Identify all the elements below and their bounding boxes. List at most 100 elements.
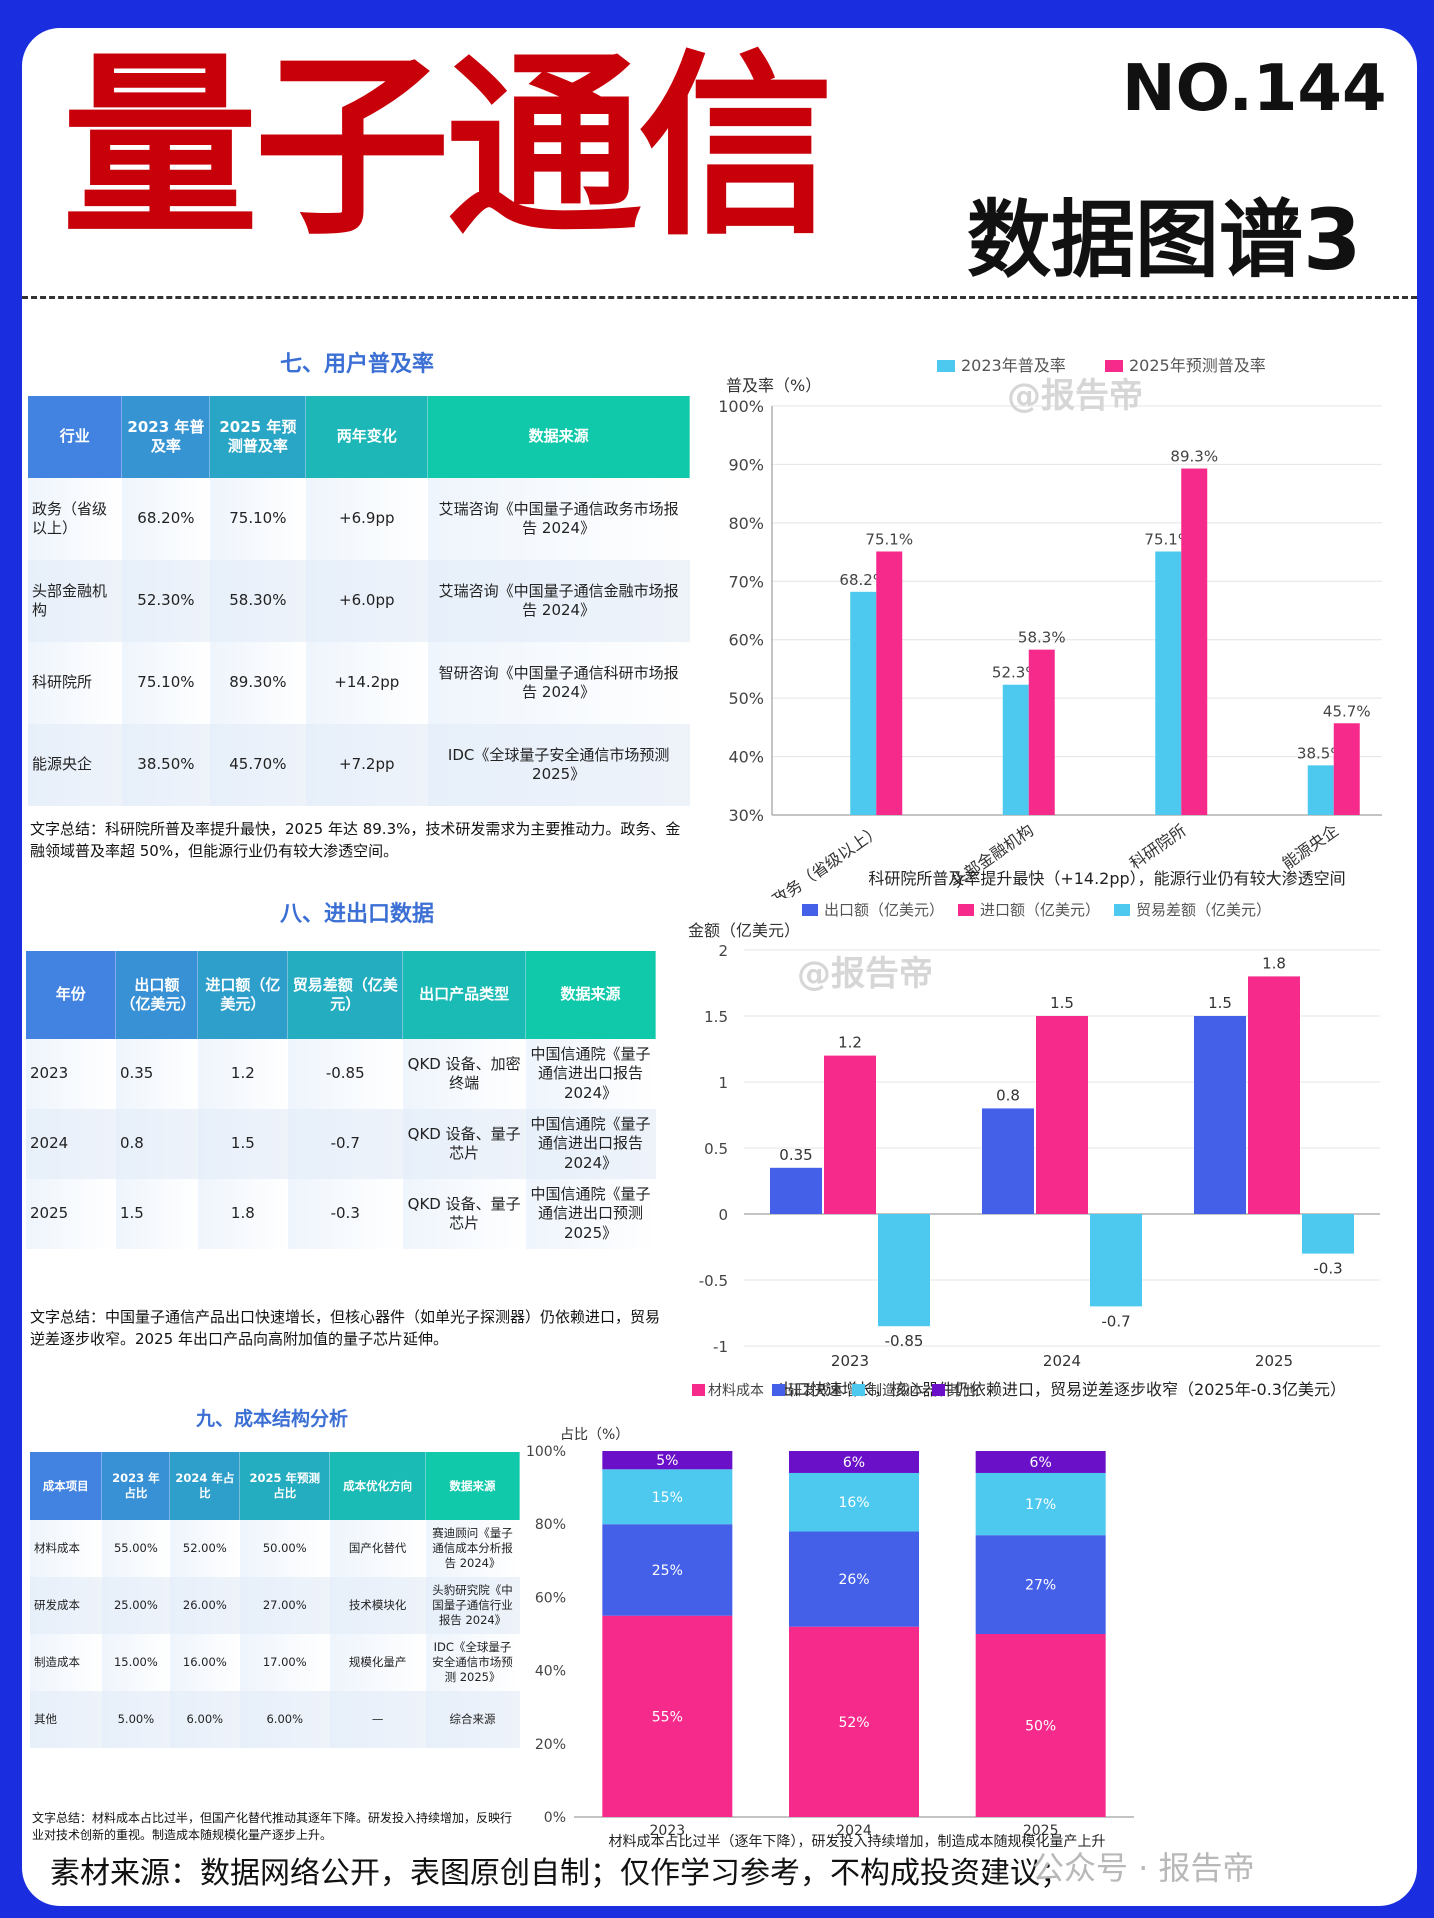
table-header-cell: 2023 年普及率 <box>121 396 211 478</box>
data-label: -0.85 <box>885 1332 924 1350</box>
table-header-cell: 年份 <box>26 951 117 1039</box>
table-cell: 5.00% <box>101 1691 170 1748</box>
table-cell: 27.00% <box>239 1577 330 1634</box>
legend-swatch <box>852 1384 865 1396</box>
y-tick-label: 2 <box>718 942 728 960</box>
table-cell: +7.2pp <box>305 724 428 806</box>
legend-swatch <box>802 904 818 916</box>
table-cell: 1.5 <box>115 1179 198 1249</box>
data-label: 75.1% <box>865 530 913 548</box>
data-label: 52.3% <box>992 664 1040 682</box>
table-cell: 能源央企 <box>28 724 122 806</box>
table-cell: QKD 设备、量子芯片 <box>402 1109 526 1179</box>
table-header-cell: 行业 <box>28 396 123 478</box>
table-cell: 6.00% <box>239 1691 330 1748</box>
data-label: 38.5% <box>1297 744 1345 762</box>
x-tick-label: 2025 <box>1255 1352 1293 1370</box>
table-header-cell: 2023 年占比 <box>101 1452 171 1520</box>
data-label: 17% <box>1025 1497 1056 1513</box>
legend-swatch <box>932 1384 945 1396</box>
table-cell: 规模化量产 <box>329 1634 426 1691</box>
table-cell: 25.00% <box>101 1577 170 1634</box>
table-cell: QKD 设备、量子芯片 <box>402 1179 526 1249</box>
table-header-cell: 数据来源 <box>425 1452 520 1520</box>
legend-label: 材料成本 <box>708 1383 764 1399</box>
trade-chart: 出口额（亿美元） 进口额（亿美元） 贸易差额（亿美元） 金额（亿美元） -1 -0.5 0 0… <box>688 901 1380 1398</box>
table-row: 科研院所 75.10% 89.30% +14.2pp 智研咨询《中国量子通信科研市场报告… <box>28 642 690 724</box>
table-cell: 研发成本 <box>30 1577 102 1634</box>
x-tick-label: 2023 <box>650 1823 686 1839</box>
stacked-bar-segment <box>789 1626 919 1817</box>
y-tick-label: -0.5 <box>699 1272 728 1290</box>
y-tick-label: 70% <box>728 572 764 591</box>
legend-label: 贸易差额（亿美元） <box>1136 901 1271 919</box>
table-cell: 1.5 <box>197 1109 288 1179</box>
table-cell: -0.3 <box>287 1179 403 1249</box>
data-label: 58.3% <box>1018 629 1066 647</box>
table-cell: 1.2 <box>197 1039 288 1109</box>
bar <box>876 551 903 815</box>
legend-label: 研发成本 <box>788 1383 844 1399</box>
data-label: 55% <box>652 1709 683 1725</box>
x-tick-label: 2025 <box>1023 1823 1059 1839</box>
stacked-bar-segment <box>975 1472 1106 1536</box>
legend-label: 出口额（亿美元） <box>824 901 944 919</box>
y-axis-label: 占比（%） <box>560 1427 629 1443</box>
table-row: 政务（省级以上） 68.20% 75.10% +6.9pp 艾瑞咨询《中国量子通信政务市… <box>28 478 690 560</box>
legend-swatch <box>1114 904 1130 916</box>
table-cell: 6.00% <box>169 1691 240 1748</box>
table-cell: -0.7 <box>287 1109 403 1179</box>
bar <box>1090 1214 1142 1307</box>
bar <box>1248 976 1300 1214</box>
bar <box>1194 1016 1246 1214</box>
x-tick-label: 能源央企 <box>1279 821 1342 873</box>
data-label: 52% <box>838 1715 869 1731</box>
table-cell: 17.00% <box>239 1634 330 1691</box>
cost-summary: 文字总结：材料成本占比过半，但国产化替代推动其逐年下降。研发投入持续增加，反映行… <box>32 1811 513 1843</box>
table-cell: 38.50% <box>121 724 210 806</box>
stacked-bar-segment <box>975 1535 1106 1634</box>
y-tick-label: 40% <box>535 1664 566 1680</box>
table-header-cell: 出口产品类型 <box>402 951 527 1039</box>
table-cell: +14.2pp <box>305 642 428 724</box>
stacked-bar-segment <box>789 1531 919 1627</box>
data-label: 25% <box>652 1563 683 1579</box>
stacked-bar-segment <box>602 1524 733 1616</box>
data-label: 89.3% <box>1170 448 1218 466</box>
y-tick-label: 0 <box>718 1206 728 1224</box>
data-label: 26% <box>838 1572 869 1588</box>
y-tick-label: -1 <box>713 1338 728 1356</box>
data-label: 1.5 <box>1050 994 1074 1012</box>
bar <box>1028 649 1055 815</box>
bar <box>878 1214 930 1327</box>
bar <box>770 1167 822 1214</box>
data-label: 50% <box>1025 1719 1056 1735</box>
table-cell: 2024 <box>26 1109 116 1179</box>
x-tick-label: 2023 <box>831 1352 869 1370</box>
sub-title: 数据图谱3 <box>967 191 1362 289</box>
table-header-cell: 进口额（亿美元） <box>197 951 289 1039</box>
table-header-cell: 出口额（亿美元） <box>115 951 199 1039</box>
bar <box>982 1108 1034 1214</box>
table-row: 制造成本 15.00% 16.00% 17.00% 规模化量产 IDC《全球量子安全通信市… <box>30 1634 520 1691</box>
y-tick-label: 100% <box>526 1444 566 1460</box>
table-cell: 16.00% <box>169 1634 240 1691</box>
table-cell: 89.30% <box>209 642 306 724</box>
table-cell: 75.10% <box>121 642 210 724</box>
footer-brand: 公众号 · 报告帝 <box>1032 1849 1255 1887</box>
trade-table: 年份 出口额（亿美元） 进口额（亿美元） 贸易差额（亿美元） 出口产品类型 数据来源 20… <box>26 951 656 1249</box>
table-cell: 头部金融机构 <box>28 560 122 642</box>
bar <box>1181 468 1208 815</box>
y-tick-label: 80% <box>728 514 764 533</box>
table-row: 能源央企 38.50% 45.70% +7.2pp IDC《全球量子安全通信市场预测 2… <box>28 724 690 806</box>
table-header-cell: 2025 年预测普及率 <box>209 396 307 478</box>
table-cell: 50.00% <box>239 1520 330 1577</box>
table-cell: 国产化替代 <box>329 1520 426 1577</box>
data-label: -0.3 <box>1313 1260 1342 1278</box>
table-cell: 综合来源 <box>425 1691 520 1748</box>
bar <box>824 1055 876 1214</box>
table-cell: 58.30% <box>209 560 306 642</box>
table-cell: 科研院所 <box>28 642 122 724</box>
section-title-adoption: 七、用户普及率 <box>279 352 434 377</box>
table-cell: 技术模块化 <box>329 1577 426 1634</box>
